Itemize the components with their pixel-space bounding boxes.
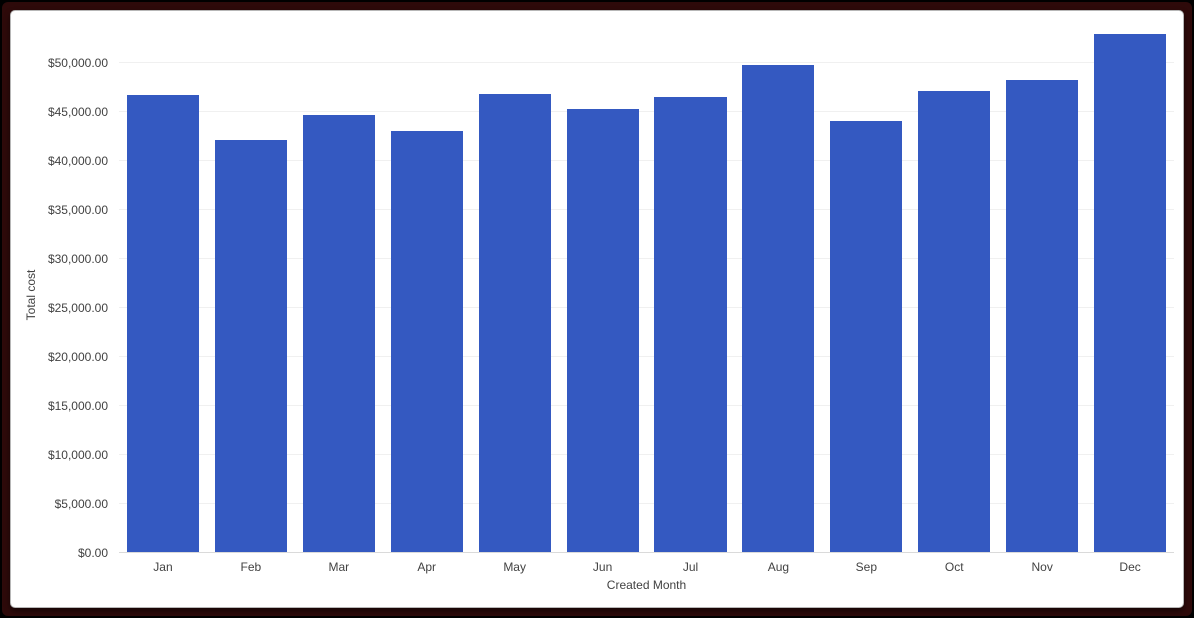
y-tick-label: $25,000.00 <box>47 301 108 316</box>
x-tick-label-sep: Sep <box>855 560 878 574</box>
gridline <box>119 405 1174 407</box>
gridline <box>119 307 1174 309</box>
y-tick-label: $40,000.00 <box>47 154 108 169</box>
x-tick-label-oct: Oct <box>944 560 964 574</box>
gridline <box>119 111 1174 113</box>
bar-band-jul <box>647 21 735 553</box>
bar-series <box>119 21 1174 553</box>
bar-feb[interactable] <box>214 139 287 553</box>
bar-band-feb <box>207 21 295 553</box>
y-tick-label: $30,000.00 <box>47 252 108 267</box>
bar-band-aug <box>734 21 822 553</box>
bar-band-apr <box>383 21 471 553</box>
bar-band-sep <box>822 21 910 553</box>
bar-band-may <box>471 21 559 553</box>
x-tick-label-aug: Aug <box>767 560 790 574</box>
gridline <box>119 258 1174 260</box>
y-tick-label: $5,000.00 <box>54 497 108 512</box>
x-tick-label-may: May <box>503 560 526 574</box>
y-axis-tick-labels: $0.00 $5,000.00 $10,000.00 $15,000.00 $20,00… <box>11 21 108 560</box>
bar-mar[interactable] <box>302 114 375 553</box>
y-tick-label: $10,000.00 <box>47 448 108 463</box>
plot-area <box>119 21 1174 553</box>
bar-band-mar <box>295 21 383 553</box>
bar-aug[interactable] <box>742 65 815 553</box>
bar-band-jan <box>119 21 207 553</box>
bar-sep[interactable] <box>830 121 903 553</box>
bar-band-jun <box>559 21 647 553</box>
bar-may[interactable] <box>478 93 551 553</box>
bar-band-nov <box>998 21 1086 553</box>
y-tick-label: $20,000.00 <box>47 350 108 365</box>
bar-jan[interactable] <box>126 95 199 553</box>
x-tick-label-nov: Nov <box>1031 560 1053 574</box>
gridline <box>119 209 1174 211</box>
bar-oct[interactable] <box>918 91 991 553</box>
bar-band-oct <box>910 21 998 553</box>
gridline <box>119 356 1174 358</box>
x-axis-title: Created Month <box>606 578 687 592</box>
bar-jun[interactable] <box>566 109 639 553</box>
bar-band-dec <box>1086 21 1174 553</box>
x-tick-label-jun: Jun <box>592 560 613 574</box>
bar-jul[interactable] <box>654 96 727 553</box>
x-axis-baseline <box>119 552 1174 553</box>
gridline <box>119 503 1174 505</box>
bar-apr[interactable] <box>390 131 463 553</box>
bar-dec[interactable] <box>1094 33 1167 553</box>
x-tick-label-jan: Jan <box>153 560 173 574</box>
gridline <box>119 62 1174 64</box>
x-tick-label-mar: Mar <box>328 560 350 574</box>
x-axis-tick-labels: Jan Feb Mar Apr May Jun Jul Aug Sep Oct Nov Dec <box>119 560 1174 574</box>
x-tick-label-jul: Jul <box>682 560 699 574</box>
y-tick-label: $35,000.00 <box>47 203 108 218</box>
chart-card: Total cost $0.00 $5,000.00 $10,000.00 $15,0… <box>10 10 1184 608</box>
bar-nov[interactable] <box>1006 80 1079 553</box>
gridline <box>119 160 1174 162</box>
bar-chart: Total cost $0.00 $5,000.00 $10,000.00 $15,0… <box>11 11 1183 607</box>
y-tick-label: $15,000.00 <box>47 399 108 414</box>
y-tick-label: $50,000.00 <box>47 56 108 71</box>
x-tick-label-apr: Apr <box>417 560 437 574</box>
y-tick-label: $45,000.00 <box>47 105 108 120</box>
gridline <box>119 454 1174 456</box>
x-tick-label-dec: Dec <box>1119 560 1141 574</box>
y-tick-label: $0.00 <box>77 546 108 560</box>
x-tick-label-feb: Feb <box>240 560 262 574</box>
